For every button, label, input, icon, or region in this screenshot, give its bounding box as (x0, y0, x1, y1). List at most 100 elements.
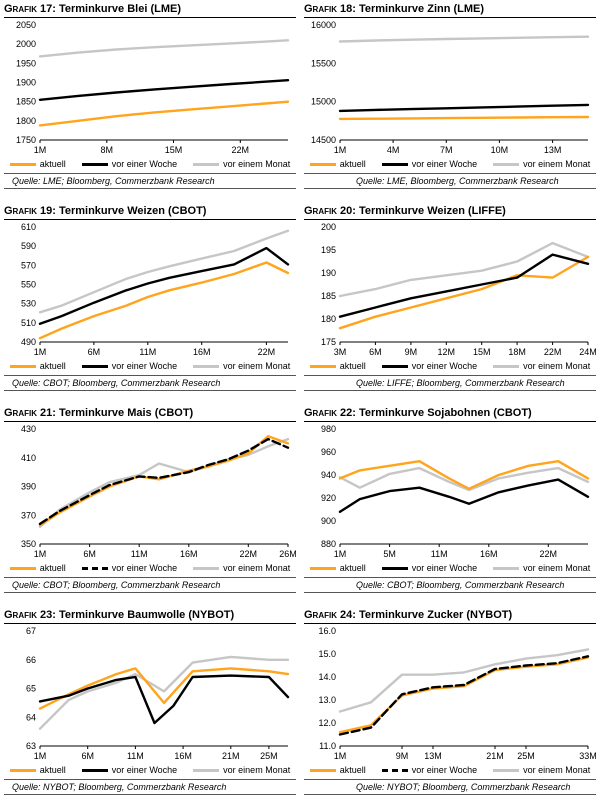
legend-swatch (309, 162, 336, 166)
x-tick-label: 18M (508, 347, 526, 357)
x-tick-label: 6M (83, 549, 96, 559)
legend-item: vor einer Woche (381, 765, 477, 775)
legend-label: vor einem Monat (223, 361, 291, 371)
y-tick-label: 490 (21, 337, 36, 347)
chart-title-prefix: Grafik 21: (4, 407, 56, 419)
legend-swatch (381, 162, 408, 166)
legend-label: vor einer Woche (411, 563, 478, 573)
y-tick-label: 940 (321, 470, 336, 480)
legend-item: vor einer Woche (81, 563, 178, 573)
x-tick-label: 16M (193, 347, 211, 357)
legend-label: vor einer Woche (111, 563, 178, 573)
x-tick-label: 1M (334, 751, 347, 761)
chart-title-main: Terminkurve Baumwolle (NYBOT) (58, 609, 235, 621)
legend-swatch (381, 768, 408, 772)
chart-title: Grafik 19: Terminkurve Weizen (CBOT) (4, 205, 296, 220)
legend-item: vor einer Woche (81, 159, 177, 169)
y-tick-label: 175 (321, 337, 336, 347)
legend-item: aktuell (309, 563, 366, 573)
y-tick-label: 13.0 (318, 695, 336, 705)
chart-legend: aktuell vor einer Woche vor einem Monat (304, 763, 596, 777)
legend-item: aktuell (309, 159, 366, 169)
chart-title: Grafik 24: Terminkurve Zucker (NYBOT) (304, 609, 596, 624)
legend-item: vor einem Monat (193, 361, 290, 371)
series-line-vor-einer-woche (38, 437, 290, 526)
chart-title-main: Terminkurve Zinn (LME) (358, 3, 485, 15)
line-chart: 11.0 12.0 13.0 14.0 15.0 16.0 1M 9M 13M 21M 25M 33M (318, 626, 596, 761)
x-tick-label: 1M (334, 549, 347, 559)
legend-swatch (493, 162, 520, 166)
series-line-vor-einem-monat (338, 466, 590, 492)
legend-label: vor einer Woche (411, 361, 478, 371)
chart-legend: aktuell vor einer Woche vor einem Monat (304, 359, 596, 373)
chart-source: Quelle: CBOT; Bloomberg, Commerzbank Res… (4, 577, 296, 593)
x-tick-label: 22M (232, 145, 250, 155)
series-line-vor-einer-woche (38, 79, 290, 102)
y-tick-label: 15.0 (318, 649, 336, 659)
y-tick-label: 2050 (16, 20, 36, 30)
chart-source: Quelle: CBOT; Bloomberg, Commerzbank Res… (4, 375, 296, 391)
y-tick-label: 185 (321, 291, 336, 301)
chart-panel: Grafik 24: Terminkurve Zucker (NYBOT) 11.… (300, 606, 600, 808)
y-tick-label: 610 (21, 222, 36, 232)
series-line-aktuell (338, 460, 590, 491)
chart-title-prefix: Grafik 20: (304, 205, 356, 217)
x-tick-label: 22M (540, 549, 558, 559)
legend-swatch (9, 162, 36, 166)
y-tick-label: 11.0 (319, 741, 336, 751)
y-tick-label: 350 (21, 539, 36, 549)
y-tick-label: 14.0 (318, 672, 336, 682)
line-chart: 1750 1800 1850 1900 1950 2000 2050 1M 8M 15M 22M (16, 20, 290, 155)
series-line-vor-einem-monat (38, 229, 290, 314)
x-tick-label: 21M (486, 751, 504, 761)
series-line-aktuell (338, 115, 590, 121)
series-line-vor-einem-monat (38, 655, 290, 730)
y-tick-label: 64 (26, 712, 36, 722)
legend-item: aktuell (309, 361, 366, 371)
x-tick-label: 16M (180, 549, 198, 559)
legend-label: vor einem Monat (523, 159, 591, 169)
x-tick-label: 8M (101, 145, 114, 155)
chart-title-prefix: Grafik 23: (4, 609, 56, 621)
legend-swatch (9, 768, 36, 772)
x-tick-label: 22M (544, 347, 562, 357)
chart-title-prefix: Grafik 19: (4, 205, 56, 217)
line-chart: 63 64 65 66 67 1M 6M 11M 16M 21M 25M (26, 626, 290, 761)
x-tick-label: 16M (174, 751, 192, 761)
legend-label: vor einem Monat (223, 765, 291, 775)
legend-label: aktuell (339, 765, 366, 775)
x-tick-label: 7M (440, 145, 453, 155)
chart-panel: Grafik 17: Terminkurve Blei (LME) 1750 180… (0, 0, 300, 202)
chart-source: Quelle: NYBOT; Bloomberg, Commerzbank Re… (304, 779, 596, 795)
legend-swatch (81, 162, 108, 166)
x-tick-label: 16M (480, 549, 498, 559)
x-tick-label: 10M (491, 145, 509, 155)
chart-panel: Grafik 19: Terminkurve Weizen (CBOT) 490 5… (0, 202, 300, 404)
x-tick-label: 5M (383, 549, 396, 559)
y-tick-label: 195 (321, 245, 336, 255)
legend-item: vor einer Woche (81, 765, 177, 775)
legend-item: vor einer Woche (81, 361, 177, 371)
chart-title-main: Terminkurve Mais (CBOT) (58, 407, 194, 419)
y-tick-label: 15000 (311, 97, 336, 107)
y-tick-label: 16.0 (318, 626, 336, 636)
legend-item: aktuell (309, 765, 366, 775)
series-line-aktuell (38, 261, 290, 340)
legend-label: vor einem Monat (223, 563, 291, 573)
x-tick-label: 11M (139, 347, 156, 357)
line-chart: 14500 15000 15500 16000 1M 4M 7M 10M 13M (311, 20, 590, 155)
x-tick-label: 24M (579, 347, 596, 357)
chart-title: Grafik 17: Terminkurve Blei (LME) (4, 3, 296, 18)
chart-title-prefix: Grafik 17: (4, 3, 56, 15)
chart-title: Grafik 18: Terminkurve Zinn (LME) (304, 3, 596, 18)
legend-label: aktuell (39, 361, 66, 371)
x-tick-label: 11M (131, 549, 148, 559)
legend-swatch (193, 768, 220, 772)
y-tick-label: 66 (26, 655, 36, 665)
legend-label: vor einer Woche (411, 159, 478, 169)
y-tick-label: 920 (321, 493, 336, 503)
chart-legend: aktuell vor einer Woche vor einem Monat (4, 561, 296, 575)
legend-item: vor einem Monat (493, 159, 590, 169)
chart-panel: Grafik 21: Terminkurve Mais (CBOT) 350 370… (0, 404, 300, 606)
y-tick-label: 980 (321, 424, 336, 434)
